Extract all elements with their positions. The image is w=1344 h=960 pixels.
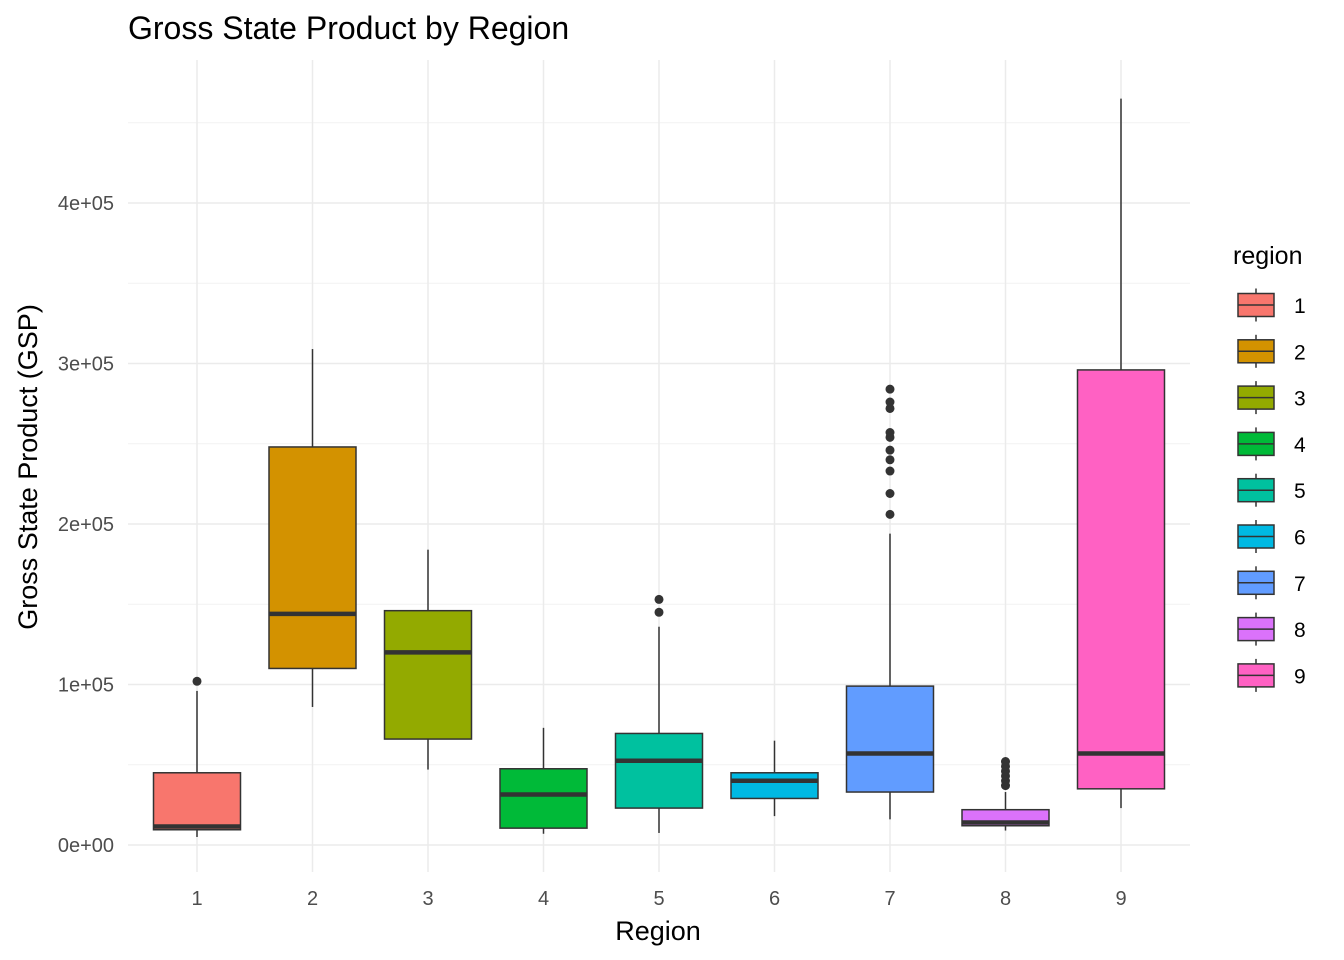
x-tick-label: 8 [1000, 888, 1011, 910]
box-region-3 [383, 549, 473, 770]
legend-item-9: 9 [1237, 658, 1306, 692]
legend-item-8: 8 [1237, 612, 1306, 646]
legend-label: 5 [1294, 480, 1306, 503]
x-axis-title: Region [615, 916, 701, 946]
outlier-point [885, 509, 895, 519]
legend-label: 9 [1294, 665, 1306, 688]
box-iqr [1076, 369, 1166, 790]
legend-label: 8 [1294, 619, 1306, 642]
box-iqr [614, 732, 704, 809]
legend-item-3: 3 [1237, 381, 1306, 415]
legend-item-1: 1 [1237, 288, 1306, 322]
outlier-point [885, 428, 895, 438]
outlier-point [885, 489, 895, 499]
chart-title: Gross State Product by Region [128, 10, 570, 46]
legend-label: 7 [1294, 573, 1306, 596]
x-tick-label: 7 [884, 888, 895, 910]
outlier-point [885, 466, 895, 476]
legend-label: 1 [1294, 295, 1306, 318]
legend: region 1 2 3 4 5 6 7 8 9 [1233, 242, 1306, 692]
legend-item-6: 6 [1237, 520, 1306, 553]
legend-label: 3 [1294, 388, 1306, 411]
box-iqr [730, 772, 819, 800]
x-tick-label: 5 [653, 888, 664, 910]
outlier-point [885, 455, 895, 465]
x-tick-label: 2 [307, 888, 318, 910]
legend-item-4: 4 [1237, 427, 1306, 461]
box-region-6 [730, 740, 819, 817]
outlier-point [654, 594, 664, 604]
x-tick-label: 6 [769, 888, 780, 910]
legend-item-7: 7 [1237, 566, 1306, 600]
x-tick-label: 9 [1115, 888, 1126, 910]
x-tick-label: 4 [538, 888, 549, 910]
box-region-2 [268, 349, 357, 707]
outlier-point [885, 397, 895, 407]
outlier-point [654, 607, 664, 617]
boxes-layer [152, 98, 1166, 837]
box-region-1 [152, 676, 242, 837]
x-tick-label: 1 [191, 888, 202, 910]
box-region-9 [1076, 98, 1166, 809]
outlier-point [1001, 757, 1010, 767]
legend-title: region [1233, 242, 1303, 270]
box-iqr [152, 772, 242, 831]
box-iqr [268, 446, 357, 670]
y-tick-label: 4e+05 [58, 193, 114, 215]
outlier-point [192, 676, 202, 686]
legend-item-5: 5 [1237, 473, 1306, 507]
legend-label: 6 [1294, 527, 1306, 550]
y-tick-label: 2e+05 [58, 514, 114, 536]
y-tick-label: 0e+00 [58, 835, 114, 857]
y-tick-labels: 0e+00 1e+05 2e+05 3e+05 4e+05 [58, 193, 114, 857]
outlier-point [885, 384, 895, 394]
legend-label: 4 [1294, 434, 1306, 457]
box-region-7 [845, 384, 935, 820]
box-iqr [845, 685, 935, 793]
outlier-point [885, 403, 895, 413]
y-tick-label: 1e+05 [58, 675, 114, 697]
y-tick-label: 3e+05 [58, 354, 114, 376]
legend-label: 2 [1294, 341, 1306, 364]
box-iqr [383, 609, 473, 740]
box-iqr [499, 768, 588, 829]
y-axis-title: Gross State Product (GSP) [13, 304, 43, 630]
x-tick-labels: 1 2 3 4 5 6 7 8 9 [191, 888, 1126, 910]
box-region-8 [961, 757, 1050, 831]
box-region-5 [614, 594, 704, 833]
outlier-point [885, 445, 895, 455]
legend-item-2: 2 [1237, 334, 1306, 368]
box-region-4 [499, 727, 588, 834]
x-tick-label: 3 [422, 888, 433, 910]
